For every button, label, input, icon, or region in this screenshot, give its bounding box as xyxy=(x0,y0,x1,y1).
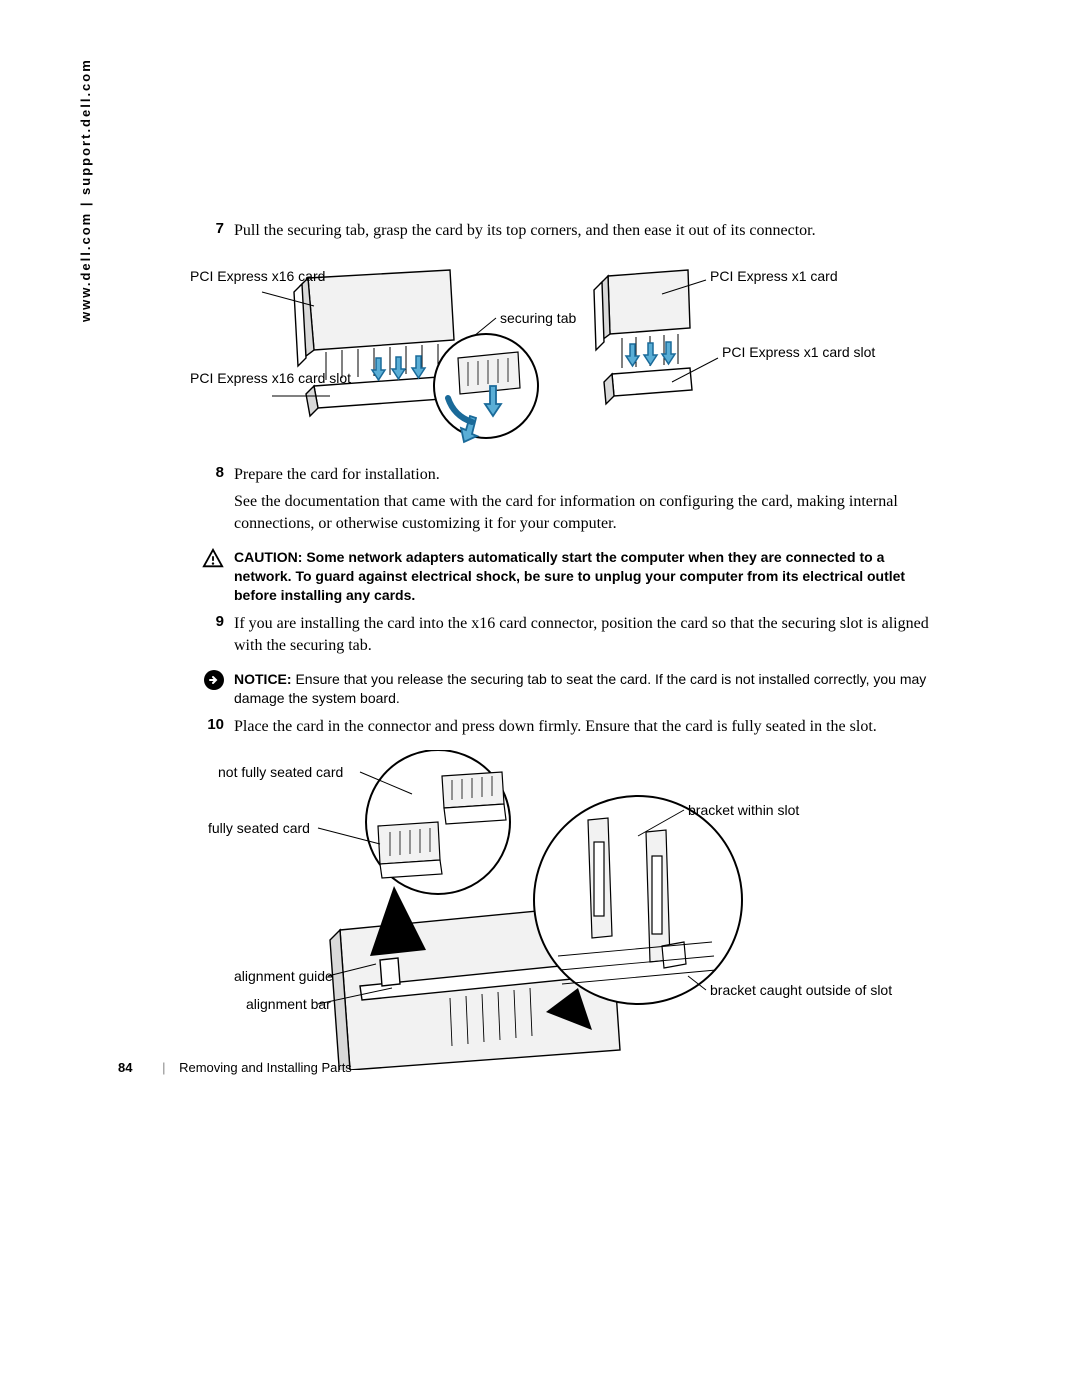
label-securing-tab: securing tab xyxy=(500,310,576,326)
step-8-text-1: Prepare the card for installation. xyxy=(234,464,930,486)
label-bracket-within: bracket within slot xyxy=(688,802,799,818)
label-alignment-bar: alignment bar xyxy=(246,996,331,1012)
step-7: 7 Pull the securing tab, grasp the card … xyxy=(190,220,930,248)
step-number: 10 xyxy=(190,716,234,744)
step-number: 7 xyxy=(190,220,234,248)
label-alignment-guide: alignment guide xyxy=(234,968,333,984)
label-not-fully-seated: not fully seated card xyxy=(218,764,343,780)
step-8-text-2: See the documentation that came with the… xyxy=(234,491,930,534)
content-column: 7 Pull the securing tab, grasp the card … xyxy=(190,220,930,1070)
page: www.dell.com | support.dell.com 7 Pull t… xyxy=(0,0,1080,1397)
figure-1: PCI Express x16 card PCI Express x16 car… xyxy=(190,258,910,458)
step-9: 9 If you are installing the card into th… xyxy=(190,613,930,662)
figure-2: not fully seated card fully seated card … xyxy=(190,750,910,1070)
notice-text: NOTICE: Ensure that you release the secu… xyxy=(234,670,930,708)
caution-body: Some network adapters automatically star… xyxy=(234,549,905,603)
notice-icon-cell xyxy=(190,670,234,691)
label-x1-slot: PCI Express x1 card slot xyxy=(722,344,875,360)
caution-block: CAUTION: Some network adapters automatic… xyxy=(190,548,930,605)
caution-label: CAUTION: xyxy=(234,549,302,565)
notice-arrow-icon xyxy=(204,670,224,690)
caution-triangle-icon xyxy=(202,557,224,574)
step-9-text: If you are installing the card into the … xyxy=(234,613,930,656)
step-text: Prepare the card for installation. See t… xyxy=(234,464,930,541)
step-number: 9 xyxy=(190,613,234,662)
label-bracket-outside: bracket caught outside of slot xyxy=(710,982,892,998)
footer-section: Removing and Installing Parts xyxy=(179,1060,352,1075)
label-x16-card: PCI Express x16 card xyxy=(190,268,325,284)
figure-2-svg xyxy=(190,750,910,1070)
step-number: 8 xyxy=(190,464,234,541)
step-text: If you are installing the card into the … xyxy=(234,613,930,662)
label-x16-slot: PCI Express x16 card slot xyxy=(190,370,351,386)
notice-body: Ensure that you release the securing tab… xyxy=(234,671,926,706)
caution-icon-cell xyxy=(190,548,234,575)
label-x1-card: PCI Express x1 card xyxy=(710,268,838,284)
side-url: www.dell.com | support.dell.com xyxy=(78,58,93,322)
step-10: 10 Place the card in the connector and p… xyxy=(190,716,930,744)
notice-label: NOTICE: xyxy=(234,671,292,687)
footer-sep: | xyxy=(162,1060,165,1075)
notice-block: NOTICE: Ensure that you release the secu… xyxy=(190,670,930,708)
step-7-text: Pull the securing tab, grasp the card by… xyxy=(234,220,930,242)
page-number: 84 xyxy=(118,1060,132,1075)
label-fully-seated: fully seated card xyxy=(208,820,310,836)
caution-text: CAUTION: Some network adapters automatic… xyxy=(234,548,930,605)
step-8: 8 Prepare the card for installation. See… xyxy=(190,464,930,541)
page-footer: 84 | Removing and Installing Parts xyxy=(118,1060,352,1075)
step-text: Place the card in the connector and pres… xyxy=(234,716,930,744)
step-text: Pull the securing tab, grasp the card by… xyxy=(234,220,930,248)
step-10-text: Place the card in the connector and pres… xyxy=(234,716,930,738)
